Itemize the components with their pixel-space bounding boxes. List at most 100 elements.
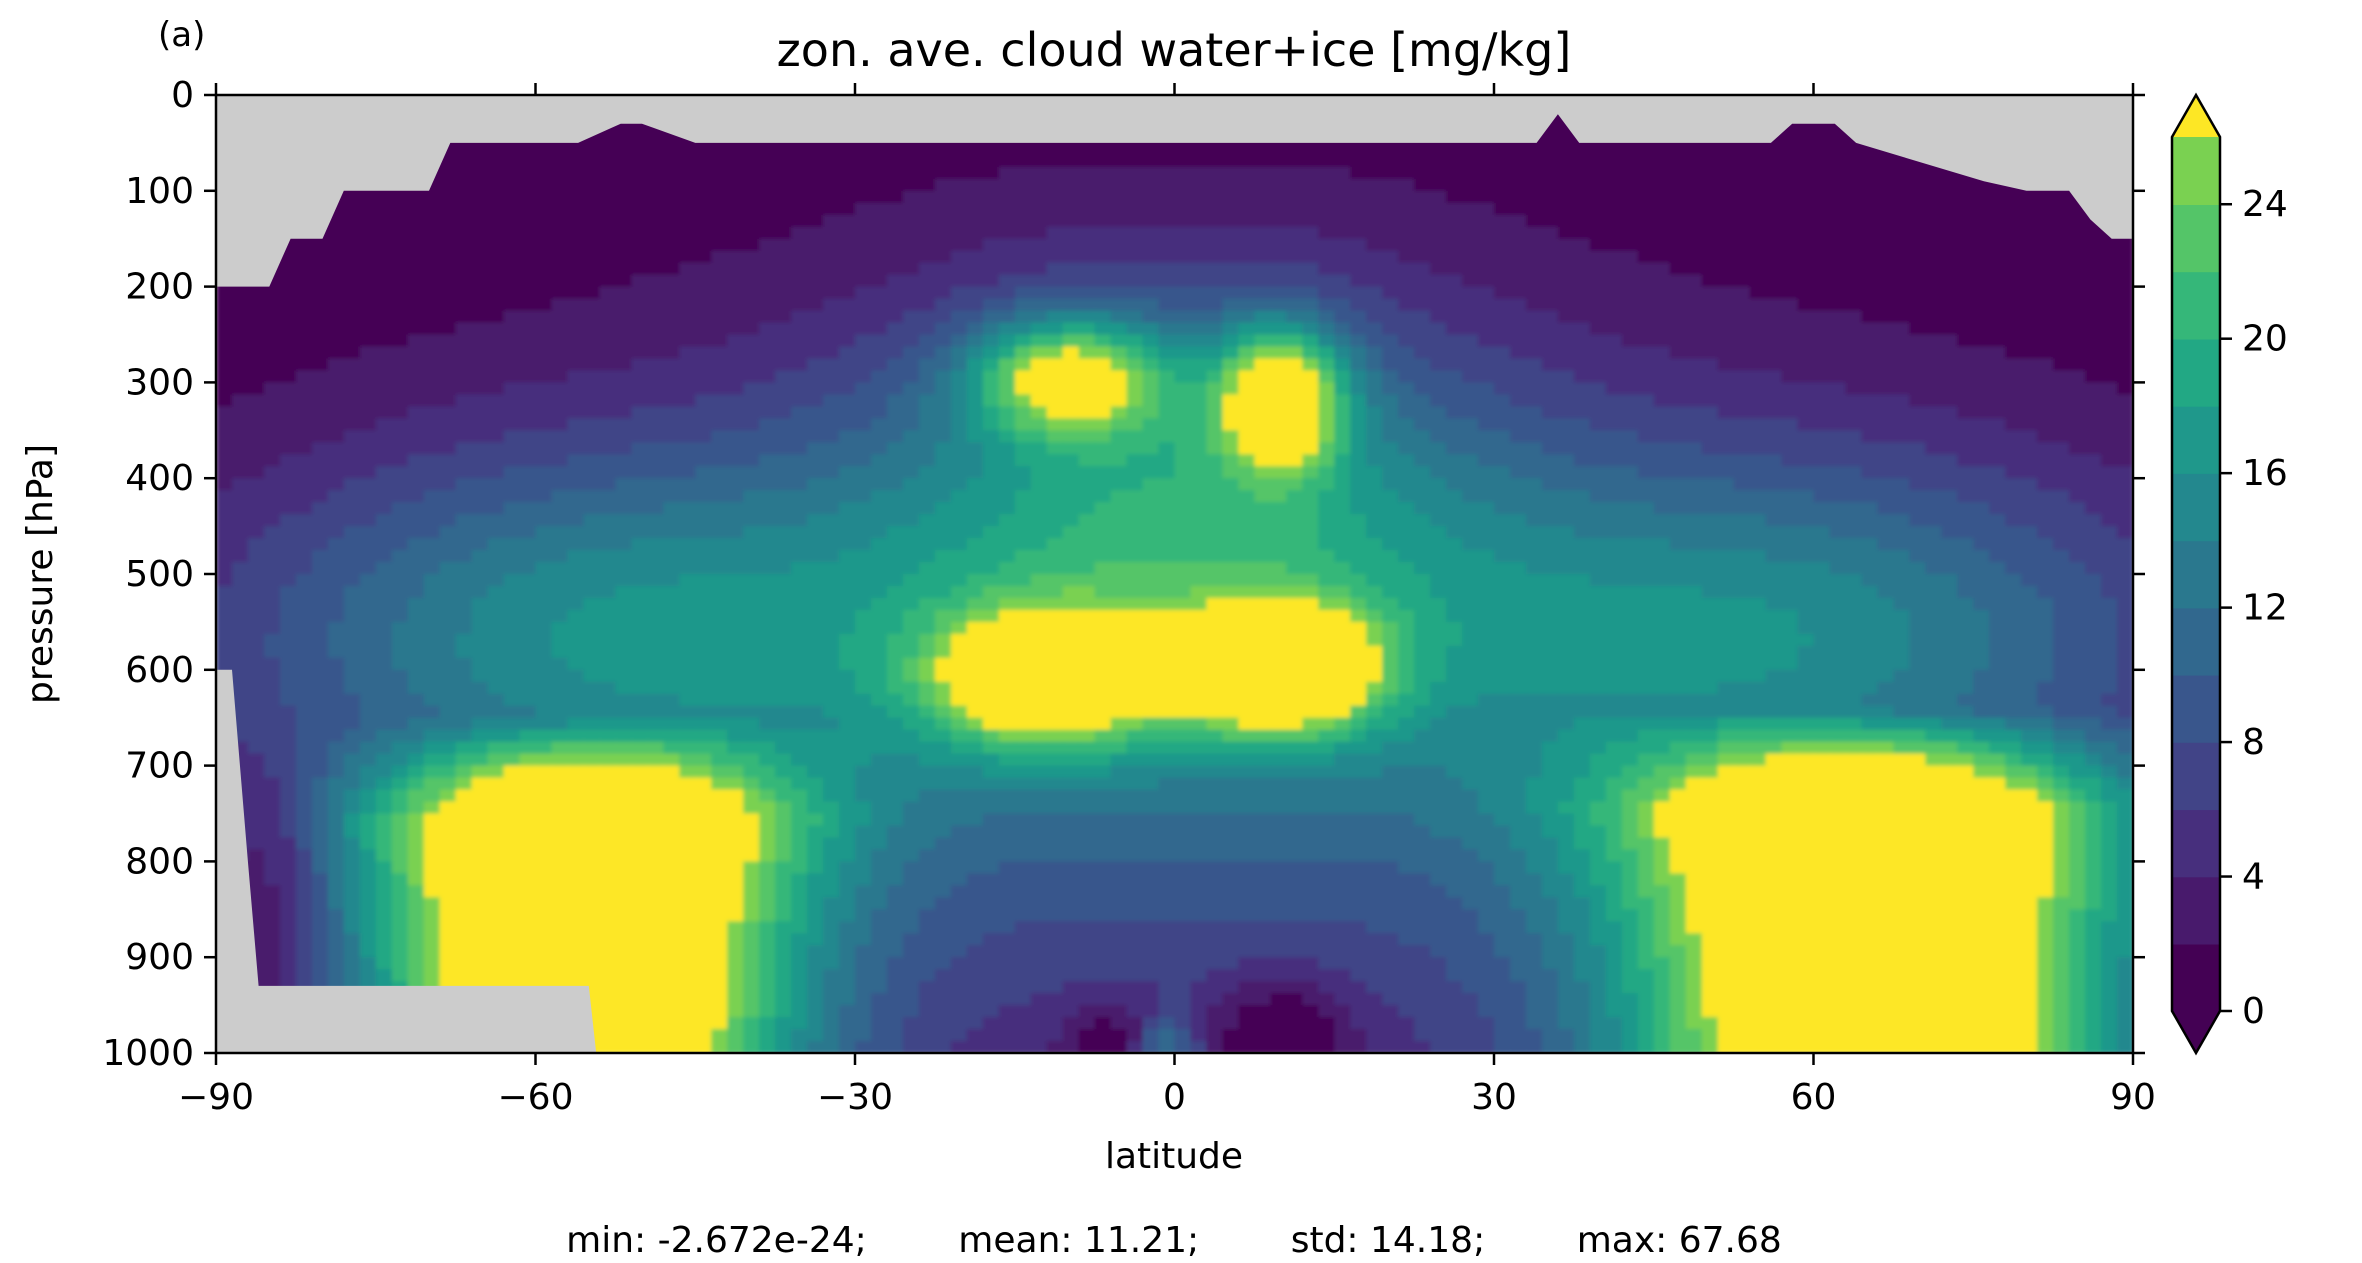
contour-cell — [1605, 562, 1623, 575]
contour-cell — [1765, 394, 1783, 408]
contour-cell — [2037, 370, 2054, 384]
contour-cell — [998, 538, 1016, 551]
contour-cell — [1925, 418, 1943, 432]
contour-cell — [247, 502, 265, 515]
contour-cell — [2053, 574, 2070, 587]
contour-cell — [471, 334, 489, 348]
contour-cell — [1366, 382, 1384, 396]
contour-cell — [743, 502, 761, 515]
contour-cell — [695, 178, 713, 192]
contour-cell — [631, 154, 649, 168]
contour-cell — [1957, 298, 1975, 312]
contour-cell — [727, 154, 745, 168]
contour-cell — [2069, 358, 2086, 372]
contour-cell — [1957, 382, 1975, 396]
contour-cell — [279, 286, 297, 300]
contour-cell — [2053, 466, 2070, 480]
contour-cell — [535, 178, 553, 192]
contour-cell — [1046, 502, 1064, 515]
contour-cell — [375, 430, 393, 444]
contour-cell — [1797, 394, 1815, 408]
contour-cell — [1302, 574, 1320, 587]
contour-cell — [2037, 202, 2054, 216]
contour-cell — [359, 346, 377, 360]
contour-cell — [423, 202, 441, 216]
contour-cell — [1462, 250, 1479, 264]
contour-cell — [263, 310, 281, 324]
contour-cell — [551, 190, 569, 204]
contour-cell — [1126, 538, 1144, 551]
contour-cell — [375, 514, 393, 527]
contour-cell — [1094, 358, 1112, 372]
contour-cell — [1717, 250, 1735, 264]
contour-cell — [519, 478, 537, 492]
contour-cell — [1510, 406, 1527, 420]
contour-cell — [631, 190, 649, 204]
contour-cell — [1302, 310, 1320, 324]
contour-cell — [1909, 190, 1927, 204]
contour-cell — [1653, 454, 1671, 468]
contour-cell — [998, 466, 1016, 480]
contour-cell — [535, 298, 553, 312]
contour-cell — [743, 394, 761, 408]
contour-cell — [1829, 478, 1847, 492]
contour-cell — [1781, 154, 1799, 168]
contour-cell — [1430, 406, 1447, 420]
contour-cell — [1557, 310, 1575, 324]
contour-cell — [615, 382, 633, 396]
contour-cell — [1158, 538, 1176, 551]
contour-cell — [567, 166, 585, 180]
contour-cell — [1446, 550, 1463, 563]
contour-cell — [1541, 202, 1559, 216]
contour-cell — [934, 406, 952, 420]
contour-cell — [1733, 358, 1751, 372]
contour-cell — [886, 250, 904, 264]
contour-cell — [327, 430, 345, 444]
contour-cell — [1206, 514, 1224, 527]
contour-cell — [519, 586, 537, 599]
contour-cell — [407, 238, 425, 252]
contour-cell — [1701, 322, 1719, 336]
contour-cell — [1238, 382, 1256, 396]
contour-cell — [1973, 478, 1991, 492]
contour-cell — [1813, 406, 1831, 420]
contour-cell — [1222, 322, 1240, 336]
contour-cell — [1222, 550, 1240, 563]
contour-cell — [1925, 346, 1943, 360]
contour-cell — [1222, 214, 1240, 228]
contour-cell — [1717, 178, 1735, 192]
contour-cell — [1701, 346, 1719, 360]
contour-cell — [1158, 406, 1176, 420]
contour-cell — [1621, 442, 1639, 456]
contour-cell — [1526, 370, 1543, 384]
contour-cell — [567, 334, 585, 348]
contour-cell — [982, 478, 1000, 492]
contour-cell — [1957, 214, 1975, 228]
contour-cell — [1733, 286, 1751, 300]
contour-cell — [1765, 154, 1783, 168]
contour-cell — [232, 478, 249, 492]
contour-cell — [1222, 262, 1240, 276]
contour-cell — [1478, 478, 1495, 492]
contour-cell — [839, 442, 856, 456]
contour-cell — [343, 214, 361, 228]
contour-cell — [1494, 442, 1511, 456]
contour-cell — [2021, 358, 2039, 372]
contour-cell — [647, 526, 665, 539]
contour-cell — [1541, 250, 1559, 264]
contour-cell — [519, 490, 537, 504]
contour-cell — [519, 370, 537, 384]
contour-cell — [1158, 142, 1176, 156]
contour-cell — [1685, 394, 1703, 408]
contour-cell — [1350, 442, 1368, 456]
contour-cell — [886, 442, 904, 456]
contour-cell — [647, 310, 665, 324]
contour-cell — [551, 286, 569, 300]
contour-cell — [327, 406, 345, 420]
contour-cell — [1286, 574, 1304, 587]
contour-cell — [1206, 502, 1224, 515]
contour-cell — [615, 226, 633, 240]
contour-cell — [791, 334, 808, 348]
contour-cell — [855, 250, 872, 264]
contour-cell — [2021, 514, 2039, 527]
